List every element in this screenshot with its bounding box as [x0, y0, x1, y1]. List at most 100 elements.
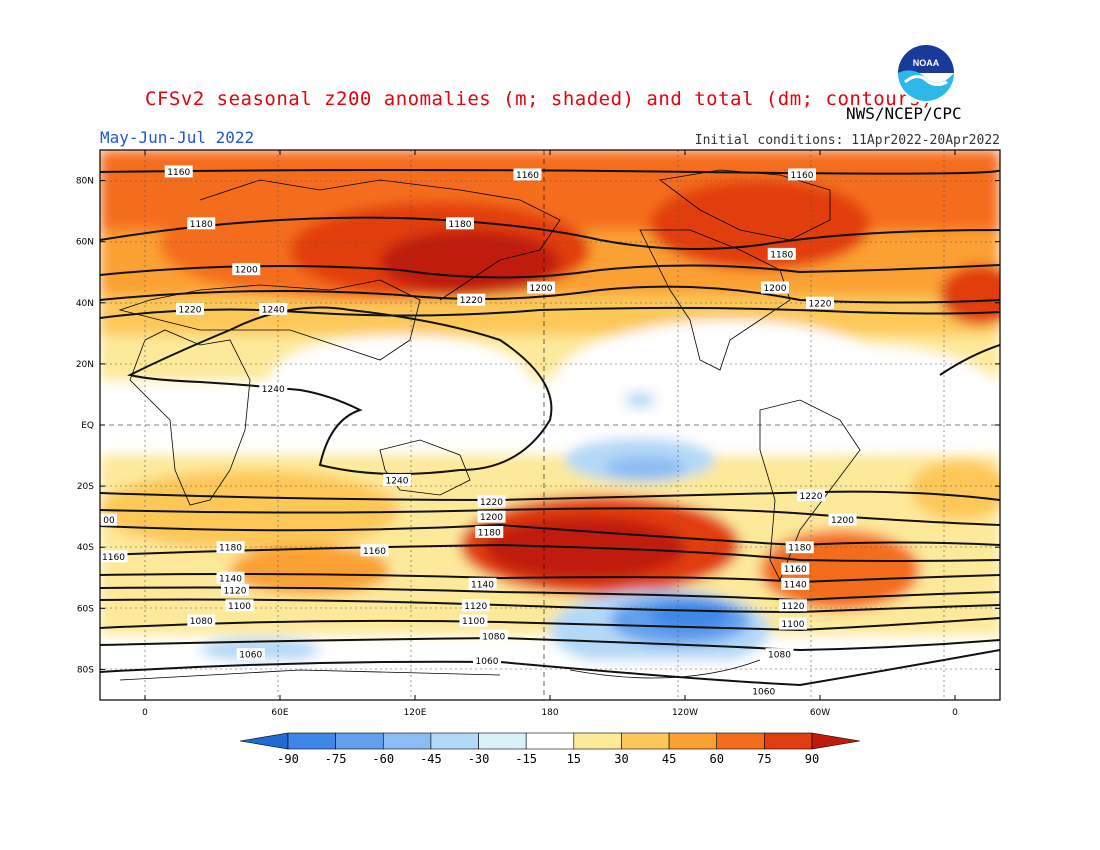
- lon-tick-label: 180: [541, 708, 558, 718]
- latitude-axis: 80N 60N 40N 20N EQ 20S 40S 60S 80S: [76, 177, 1000, 675]
- svg-text:1220: 1220: [800, 492, 823, 502]
- contour-label: 1160: [360, 544, 389, 557]
- height-contours: [100, 169, 1000, 687]
- contour-label: 1160: [513, 168, 542, 181]
- svg-text:1180: 1180: [449, 220, 472, 230]
- contour-label: 1200: [527, 281, 555, 294]
- lat-tick-label: 40N: [76, 299, 94, 309]
- contour-label: 1220: [176, 302, 204, 315]
- lon-tick-label: 120E: [404, 708, 427, 718]
- svg-text:1240: 1240: [262, 305, 285, 315]
- svg-text:1100: 1100: [462, 617, 485, 627]
- svg-text:1220: 1220: [179, 305, 202, 315]
- colorbar-label: -30: [468, 752, 490, 766]
- initial-conditions: Initial conditions: 11Apr2022-20Apr2022: [694, 133, 1000, 148]
- lon-tick-label: 0: [142, 708, 148, 718]
- colorbar-label: -45: [420, 752, 442, 766]
- contour-label: 1220: [806, 296, 834, 309]
- colorbar-label: 90: [805, 752, 819, 766]
- svg-text:1180: 1180: [770, 250, 793, 260]
- svg-text:1060: 1060: [239, 651, 262, 661]
- svg-text:1100: 1100: [782, 620, 805, 630]
- contour-label: 1080: [187, 614, 216, 627]
- contour-label: 1200: [761, 281, 789, 294]
- svg-text:1200: 1200: [480, 513, 503, 523]
- lat-tick-label: 80S: [77, 665, 94, 675]
- colorbar-label: -15: [515, 752, 537, 766]
- colorbar-swatch: [621, 732, 670, 750]
- colorbar-label: -90: [277, 752, 299, 766]
- svg-text:1160: 1160: [363, 547, 386, 557]
- map-title: CFSv2 seasonal z200 anomalies (m; shaded…: [145, 88, 933, 110]
- colorbar-label: 45: [662, 752, 676, 766]
- svg-text:1200: 1200: [831, 516, 854, 526]
- svg-text:1100: 1100: [228, 602, 251, 612]
- lat-tick-label: 80N: [76, 177, 94, 187]
- svg-text:1060: 1060: [752, 687, 775, 697]
- svg-text:1220: 1220: [460, 296, 483, 306]
- lon-tick-label: 0: [952, 708, 958, 718]
- lat-tick-label: 60S: [77, 604, 94, 614]
- contour-label: 1160: [788, 168, 816, 181]
- svg-text:00: 00: [103, 516, 115, 526]
- contour-label: 1080: [765, 648, 794, 661]
- contour-label: 1120: [221, 584, 249, 597]
- svg-text:1180: 1180: [478, 528, 501, 538]
- lon-tick-label: 60W: [810, 708, 830, 718]
- contour-label: 1220: [797, 489, 825, 502]
- svg-text:1240: 1240: [262, 385, 285, 395]
- colorbar-swatch: [573, 732, 622, 750]
- svg-text:1120: 1120: [464, 602, 487, 612]
- contour-label: 1140: [468, 577, 497, 590]
- svg-text:1140: 1140: [471, 580, 494, 590]
- svg-text:1200: 1200: [530, 284, 553, 294]
- lon-tick-label: 120W: [672, 708, 698, 718]
- svg-text:1140: 1140: [784, 580, 807, 590]
- contour-label: 1140: [216, 571, 245, 584]
- agency-label: NWS/NCEP/CPC: [846, 104, 962, 123]
- contour-label: 1200: [828, 513, 857, 526]
- lat-tick-label: EQ: [81, 421, 94, 431]
- contour-label: 1200: [232, 263, 261, 276]
- contour-label: 1180: [767, 247, 796, 260]
- svg-text:1080: 1080: [768, 651, 791, 661]
- colorbar-swatch: [335, 732, 384, 750]
- lon-tick-label: 60E: [271, 708, 288, 718]
- contour-label: 1120: [779, 599, 807, 612]
- lat-tick-label: 60N: [76, 238, 94, 248]
- lat-tick-label: 40S: [77, 543, 94, 553]
- contour-label: 1180: [216, 541, 245, 554]
- svg-text:1220: 1220: [480, 498, 503, 508]
- contour-label: 1100: [225, 599, 254, 612]
- colorbar-swatch: [382, 732, 432, 750]
- lat-tick-label: 20S: [77, 482, 94, 492]
- colorbar-swatch: [430, 732, 479, 750]
- contour-label: 00: [101, 513, 117, 526]
- colorbar-label: 30: [614, 752, 628, 766]
- contour-label: 1160: [99, 550, 128, 563]
- lat-tick-label: 20N: [76, 360, 94, 370]
- contour-label: 1060: [236, 648, 265, 661]
- svg-text:1200: 1200: [764, 284, 787, 294]
- colorbar-label: -75: [325, 752, 347, 766]
- contour-label: 1160: [781, 562, 810, 575]
- svg-text:1180: 1180: [788, 544, 811, 554]
- contour-label: 1160: [164, 165, 193, 178]
- svg-text:1080: 1080: [482, 632, 505, 642]
- forecast-period: May-Jun-Jul 2022: [100, 128, 255, 147]
- contour-labels: 1160 1160 1160 1180 1180 1180 1200 1200 1200 1220…: [99, 165, 857, 697]
- contour-label: 1180: [475, 525, 504, 538]
- logo-text: NOAA: [913, 58, 940, 68]
- svg-text:1200: 1200: [235, 266, 258, 276]
- contour-label: 1080: [479, 629, 508, 642]
- svg-text:1160: 1160: [784, 565, 807, 575]
- contour-label: 1180: [187, 217, 216, 230]
- svg-text:1180: 1180: [219, 544, 242, 554]
- colorbar-arrow-high: [811, 732, 861, 750]
- svg-text:1060: 1060: [476, 657, 499, 667]
- svg-text:1120: 1120: [782, 602, 805, 612]
- contour-label: 1240: [259, 302, 288, 315]
- noaa-logo: NOAA: [896, 43, 956, 103]
- svg-text:1160: 1160: [516, 171, 539, 181]
- contour-label: 1060: [473, 654, 501, 667]
